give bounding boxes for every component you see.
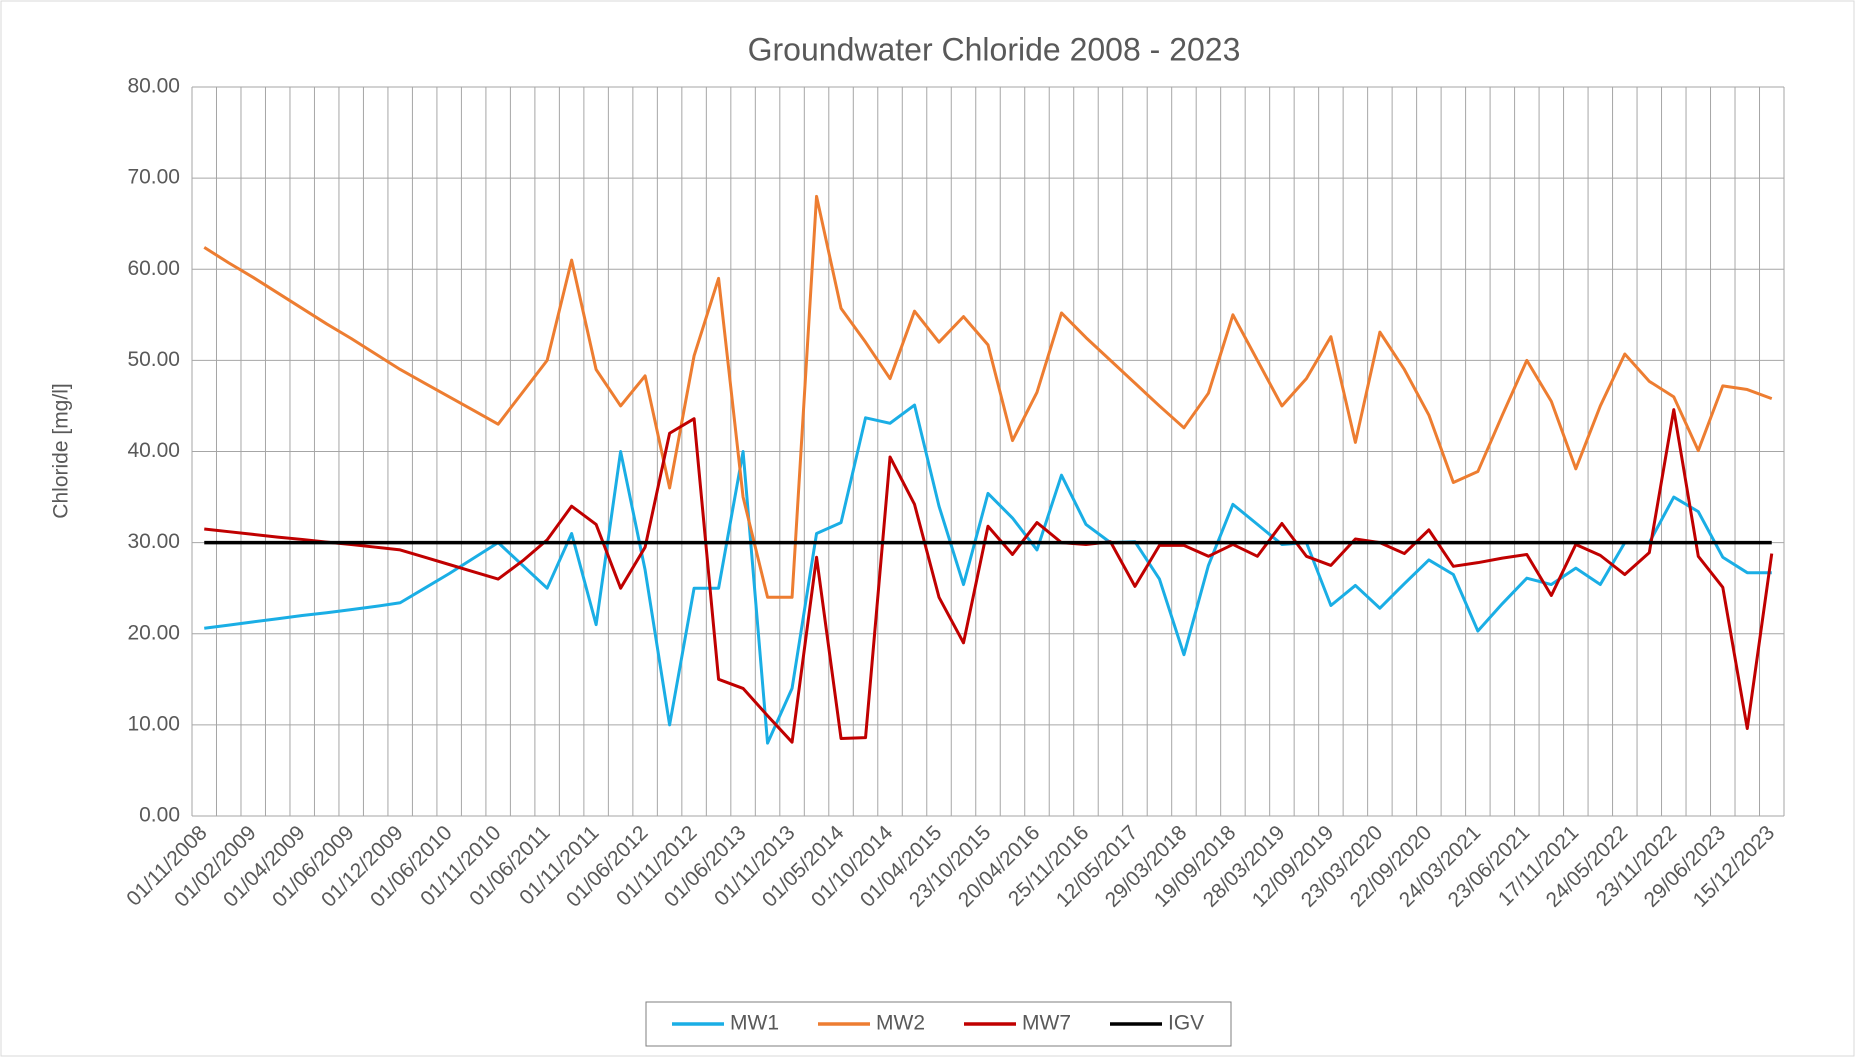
y-tick-label: 40.00 [127,439,180,462]
legend-box [645,1001,1232,1047]
legend-label: MW7 [1022,1012,1071,1035]
series-line [204,403,1772,745]
y-tick-label: 30.00 [127,530,180,553]
series-line [204,408,1774,744]
y-tick-label: 50.00 [127,348,180,371]
y-tick-label: 20.00 [127,621,180,644]
legend-label: MW1 [730,1012,779,1035]
legend-label: IGV [1168,1012,1204,1035]
legend-label: MW2 [876,1012,925,1035]
chart-title: Groundwater Chloride 2008 - 2023 [748,31,1241,67]
series-line [203,194,1773,599]
y-tick-label: 60.00 [127,257,180,280]
y-tick-label: 80.00 [127,75,180,98]
y-tick-label: 70.00 [127,166,180,189]
y-axis-label: Chloride [mg/l] [50,383,73,518]
y-tick-label: 10.00 [127,712,180,735]
y-tick-label: 0.00 [139,804,180,827]
